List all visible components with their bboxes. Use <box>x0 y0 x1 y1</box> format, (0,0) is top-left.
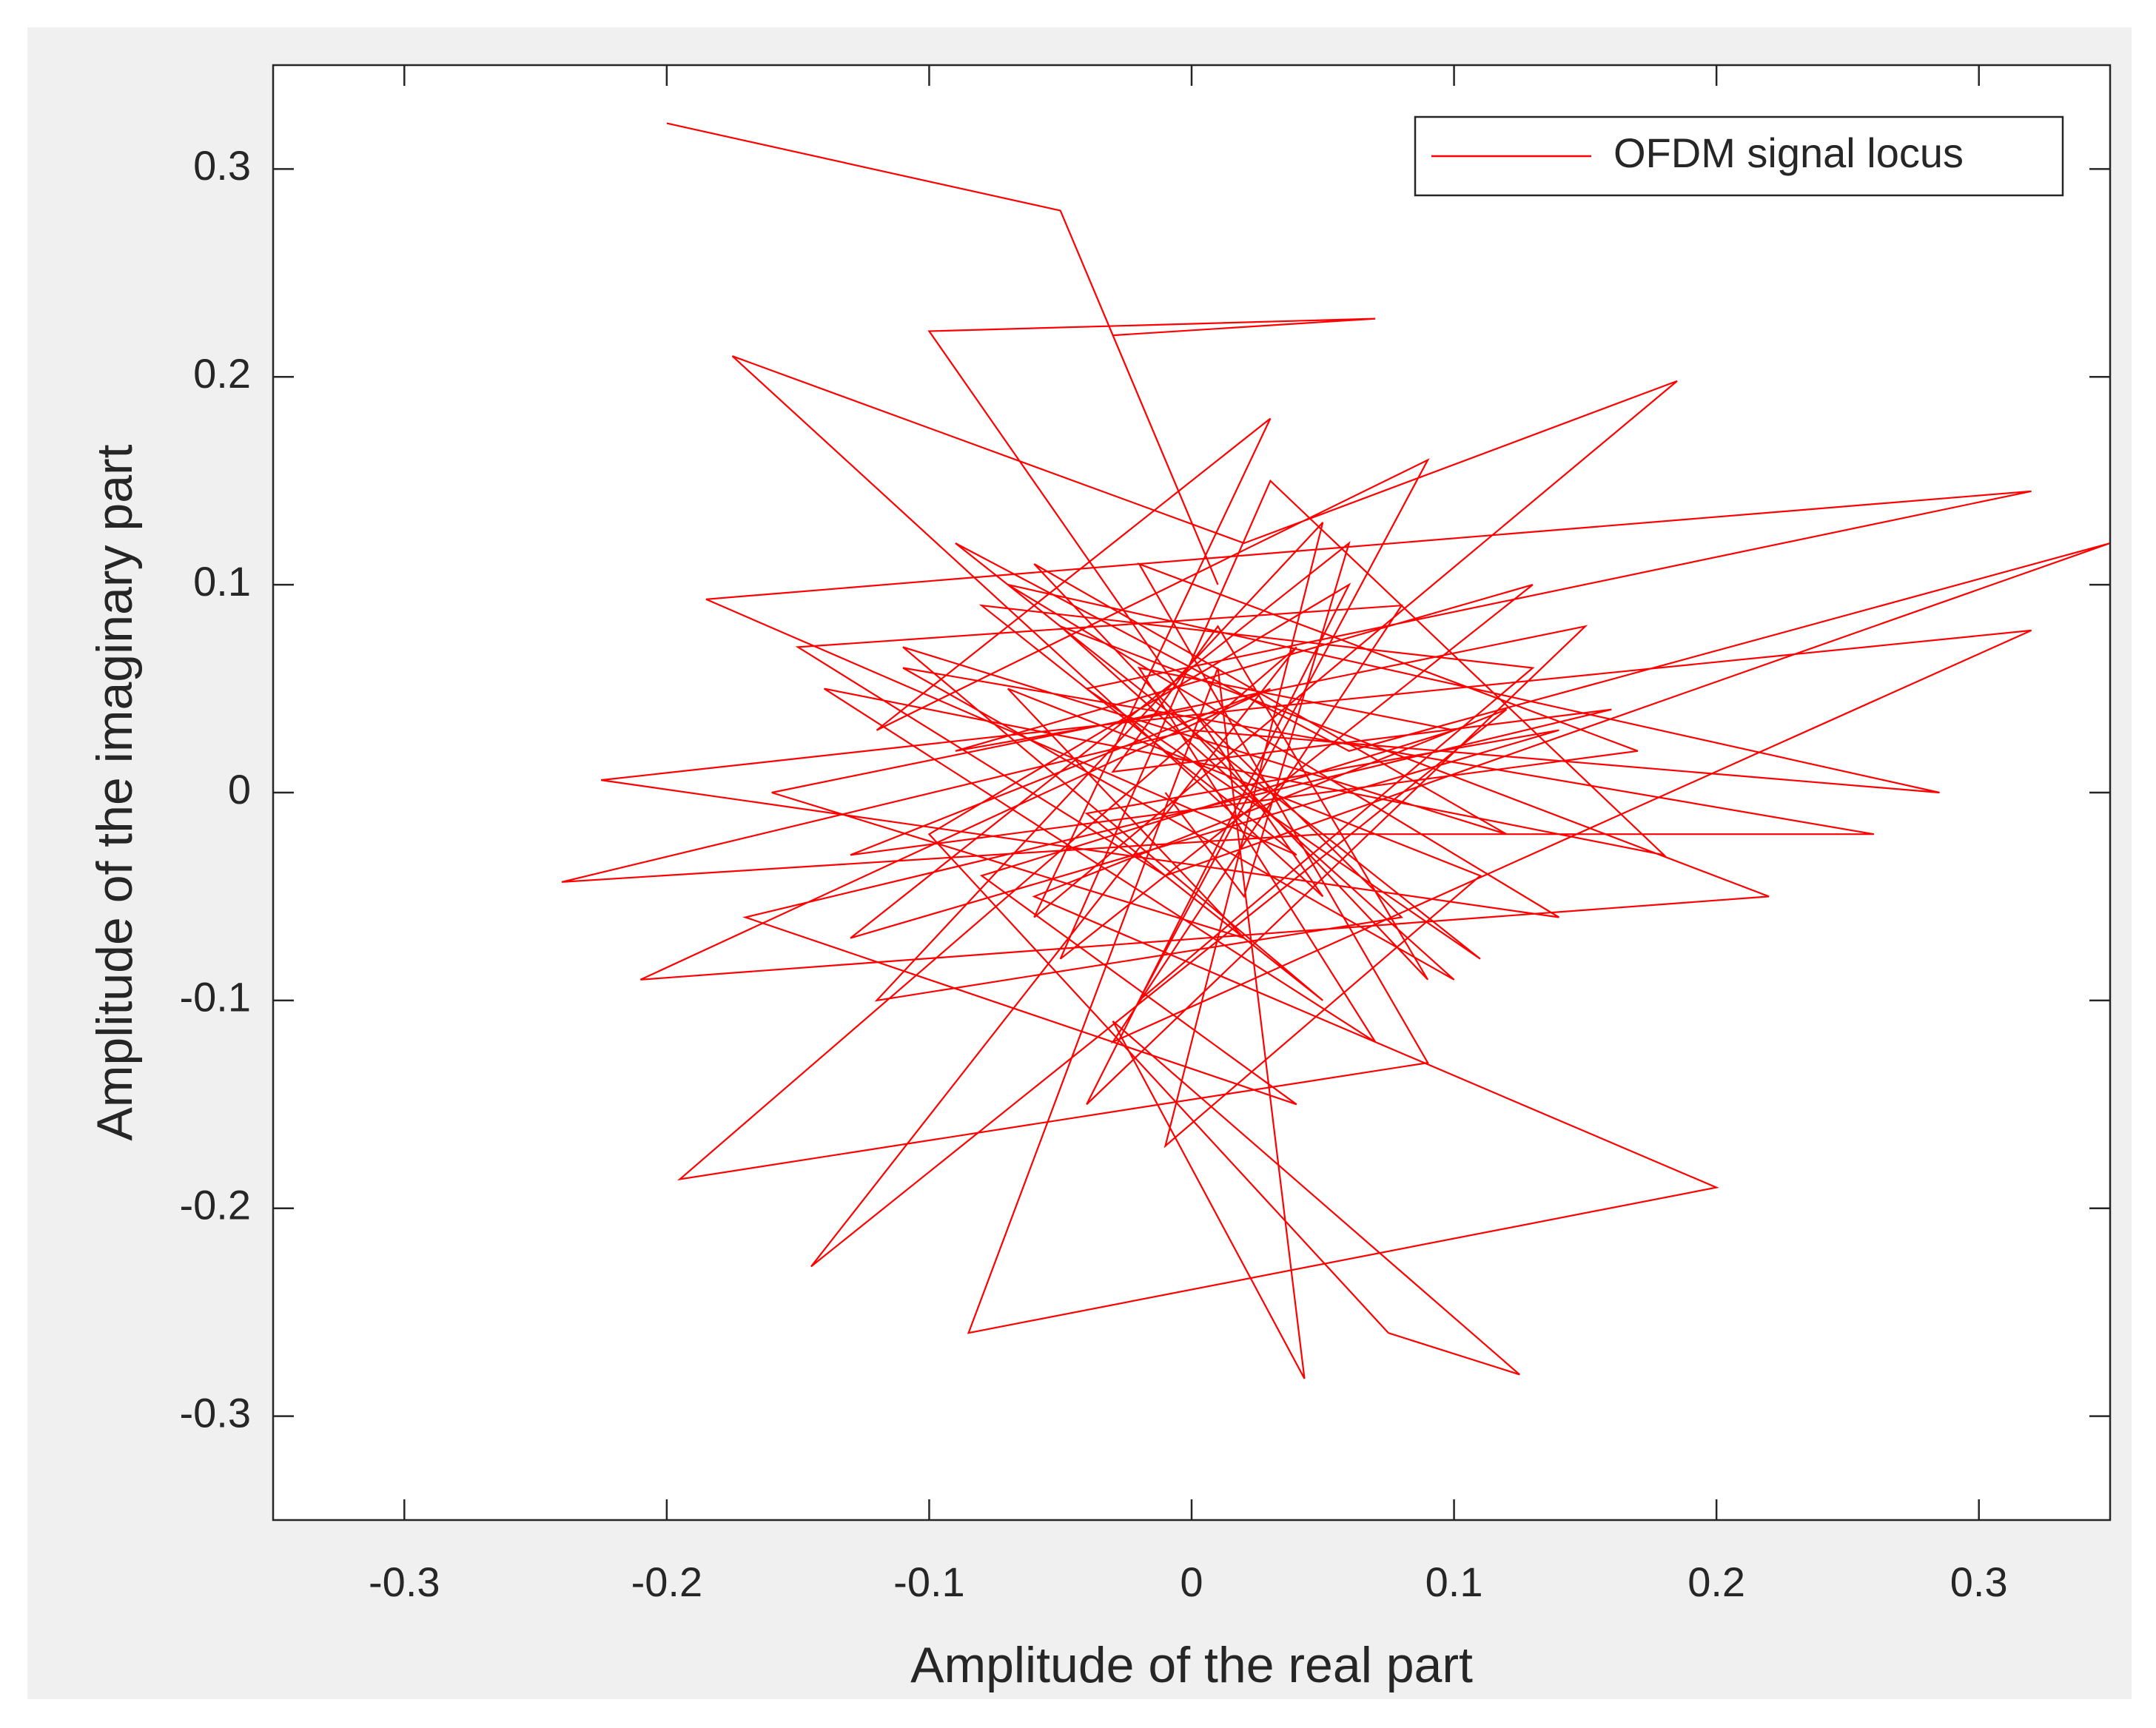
y-tick-label: -0.3 <box>180 1389 252 1436</box>
x-tick-label: 0.3 <box>1950 1559 2008 1605</box>
y-tick-label: -0.2 <box>180 1182 252 1228</box>
data-line <box>561 122 2110 1379</box>
x-tick-label: 0 <box>1180 1559 1203 1605</box>
y-tick-label: 0.2 <box>193 350 251 397</box>
x-axis-label: Amplitude of the real part <box>910 1637 1473 1693</box>
y-tick-label: 0 <box>228 766 251 813</box>
x-tick-label: -0.1 <box>893 1559 965 1605</box>
y-tick-label: 0.1 <box>193 558 251 605</box>
y-axis-label: Amplitude of the imaginary part <box>87 444 143 1140</box>
x-tick-label: -0.3 <box>369 1559 440 1605</box>
y-tick-label: 0.3 <box>193 142 251 189</box>
legend-label: OFDM signal locus <box>1613 130 1964 176</box>
x-tick-label: 0.1 <box>1425 1559 1483 1605</box>
y-tick-label: -0.1 <box>180 974 252 1021</box>
plot-area <box>273 65 2110 1520</box>
x-tick-label: 0.2 <box>1687 1559 1745 1605</box>
x-tick-label: -0.2 <box>631 1559 703 1605</box>
